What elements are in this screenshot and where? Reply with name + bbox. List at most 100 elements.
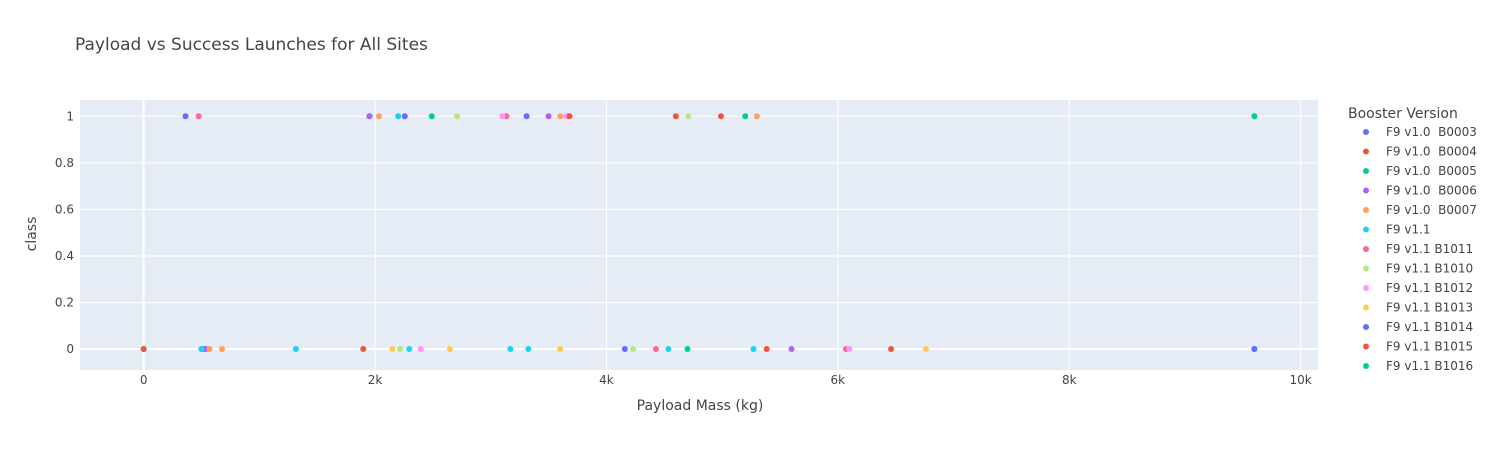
data-point[interactable] xyxy=(717,113,724,120)
legend-item[interactable]: F9 v1.1 B1011 xyxy=(1363,242,1473,256)
chart-title: Payload vs Success Launches for All Site… xyxy=(75,35,428,55)
legend-label: F9 v1.1 B1015 xyxy=(1386,340,1473,354)
legend-label: F9 v1.0 B0004 xyxy=(1386,145,1477,159)
data-point[interactable] xyxy=(395,113,402,120)
data-point[interactable] xyxy=(557,346,564,353)
data-point[interactable] xyxy=(665,346,672,353)
legend-item[interactable]: F9 v1.0 B0004 xyxy=(1363,145,1477,159)
legend-item[interactable]: F9 v1.0 B0006 xyxy=(1363,184,1477,198)
data-point[interactable] xyxy=(557,113,564,120)
y-tick-labels: 0 0.2 0.4 0.6 0.8 1 xyxy=(55,109,74,356)
data-point[interactable] xyxy=(545,113,552,120)
data-point[interactable] xyxy=(507,346,514,353)
y-tick-label: 1 xyxy=(66,109,74,123)
legend-marker xyxy=(1363,363,1369,369)
data-point[interactable] xyxy=(888,346,895,353)
legend-title: Booster Version xyxy=(1348,106,1458,122)
legend-item[interactable]: F9 v1.0 B0007 xyxy=(1363,203,1477,217)
legend-label: F9 v1.1 B1011 xyxy=(1386,242,1473,256)
data-point[interactable] xyxy=(672,113,679,120)
data-point[interactable] xyxy=(198,346,205,353)
data-point[interactable] xyxy=(753,113,760,120)
data-point[interactable] xyxy=(621,346,628,353)
legend-item[interactable]: F9 v1.1 xyxy=(1363,223,1431,237)
legend-item[interactable]: F9 v1.1 B1016 xyxy=(1363,359,1473,373)
data-point[interactable] xyxy=(763,346,770,353)
legend-marker xyxy=(1363,207,1369,213)
x-tick-label: 2k xyxy=(368,373,383,387)
data-point[interactable] xyxy=(503,113,510,120)
data-point[interactable] xyxy=(523,113,530,120)
data-point[interactable] xyxy=(446,346,453,353)
y-tick-label: 0 xyxy=(66,342,74,356)
data-point[interactable] xyxy=(206,346,213,353)
legend-label: F9 v1.1 B1013 xyxy=(1386,301,1473,315)
data-point[interactable] xyxy=(566,113,573,120)
plot-area xyxy=(80,100,1318,370)
legend-item[interactable]: F9 v1.1 B1012 xyxy=(1363,281,1473,295)
y-tick-label: 0.8 xyxy=(55,156,74,170)
data-point[interactable] xyxy=(140,346,147,353)
data-point[interactable] xyxy=(499,113,506,120)
data-point[interactable] xyxy=(788,346,795,353)
legend-marker xyxy=(1363,324,1369,330)
legend-item[interactable]: F9 v1.1 B1014 xyxy=(1363,320,1473,334)
data-point[interactable] xyxy=(389,346,396,353)
x-axis-label: Payload Mass (kg) xyxy=(637,398,764,414)
legend-marker xyxy=(1363,343,1369,350)
data-point[interactable] xyxy=(685,113,692,120)
legend-label: F9 v1.1 B1016 xyxy=(1386,359,1473,373)
x-tick-label: 6k xyxy=(831,373,846,387)
data-point[interactable] xyxy=(684,346,691,353)
legend-label: F9 v1.0 B0007 xyxy=(1386,203,1477,217)
data-point[interactable] xyxy=(750,346,757,353)
data-point[interactable] xyxy=(417,346,424,353)
y-tick-label: 0.6 xyxy=(55,202,74,216)
legend-marker xyxy=(1363,304,1369,311)
legend-item[interactable]: F9 v1.1 B1010 xyxy=(1363,262,1473,276)
data-point[interactable] xyxy=(360,346,367,353)
data-point[interactable] xyxy=(428,113,435,120)
data-points xyxy=(140,113,1258,353)
data-point[interactable] xyxy=(453,113,460,120)
legend-marker xyxy=(1363,226,1369,233)
x-tick-label: 4k xyxy=(599,373,614,387)
data-point[interactable] xyxy=(652,346,659,353)
data-point[interactable] xyxy=(397,346,404,353)
legend-marker xyxy=(1363,187,1369,194)
data-point[interactable] xyxy=(366,113,373,120)
legend-marker xyxy=(1363,265,1369,272)
legend-marker xyxy=(1363,168,1369,174)
data-point[interactable] xyxy=(922,346,929,353)
data-point[interactable] xyxy=(182,113,189,120)
legend-label: F9 v1.0 B0003 xyxy=(1386,125,1477,139)
data-point[interactable] xyxy=(218,346,225,353)
data-point[interactable] xyxy=(1251,346,1258,353)
data-point[interactable] xyxy=(406,346,413,353)
x-tick-label: 10k xyxy=(1290,373,1312,387)
data-point[interactable] xyxy=(846,346,853,353)
x-tick-label: 8k xyxy=(1062,373,1077,387)
legend-item[interactable]: F9 v1.1 B1015 xyxy=(1363,340,1473,354)
legend-item[interactable]: F9 v1.0 B0003 xyxy=(1363,125,1477,139)
legend-marker xyxy=(1363,285,1369,291)
data-point[interactable] xyxy=(630,346,637,353)
data-point[interactable] xyxy=(1251,113,1258,120)
legend-label: F9 v1.1 B1010 xyxy=(1386,262,1473,276)
legend-marker xyxy=(1363,246,1369,252)
legend-marker xyxy=(1363,129,1369,135)
legend-item[interactable]: F9 v1.1 B1013 xyxy=(1363,301,1473,315)
grid xyxy=(80,100,1318,370)
data-point[interactable] xyxy=(525,346,532,353)
legend: Booster Version F9 v1.0 B0003 F9 v1.0 B00… xyxy=(1348,106,1477,373)
legend-label: F9 v1.0 B0006 xyxy=(1386,184,1477,198)
data-point[interactable] xyxy=(742,113,749,120)
legend-item[interactable]: F9 v1.0 B0005 xyxy=(1363,164,1477,178)
data-point[interactable] xyxy=(401,113,408,120)
x-tick-labels: 0 2k 4k 6k 8k 10k xyxy=(140,373,1312,387)
data-point[interactable] xyxy=(195,113,202,120)
data-point[interactable] xyxy=(292,346,299,353)
data-point[interactable] xyxy=(375,113,382,120)
legend-label: F9 v1.1 xyxy=(1386,223,1431,237)
